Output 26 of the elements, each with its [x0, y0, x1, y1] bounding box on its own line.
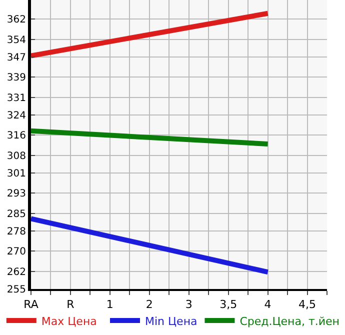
y-tick-label: 270 [6, 246, 26, 258]
y-tick-label: 331 [6, 92, 26, 104]
y-tick-label: 354 [6, 34, 26, 46]
x-tick-label: 4,5 [298, 298, 316, 312]
y-tick-label: 255 [6, 284, 26, 296]
y-tick-label: 301 [6, 168, 26, 180]
x-tick-label: 1 [106, 298, 114, 312]
y-tick-label: 324 [6, 110, 26, 122]
y-tick-label: 339 [6, 72, 26, 84]
legend-label: Max Цена [41, 314, 97, 328]
x-tick-label: 3,5 [220, 298, 238, 312]
legend-label: Min Цена [145, 314, 198, 328]
x-tick-label: 3 [185, 298, 192, 312]
y-tick-label: 293 [6, 188, 26, 200]
x-tick-label: R [66, 298, 75, 312]
x-tick-label: 4 [264, 298, 272, 312]
y-tick-label: 262 [6, 266, 26, 278]
y-tick-label: 285 [6, 208, 26, 220]
x-tick-label: 2 [146, 298, 153, 312]
y-tick-label: 308 [6, 150, 26, 162]
legend-label: Сред.Цена, т.йен [240, 314, 340, 328]
y-tick-label: 362 [6, 14, 26, 26]
x-tick-label: RA [24, 298, 39, 312]
y-tick-label: 316 [6, 130, 26, 142]
y-tick-label: 347 [6, 52, 26, 64]
y-tick-label: 278 [6, 226, 26, 238]
